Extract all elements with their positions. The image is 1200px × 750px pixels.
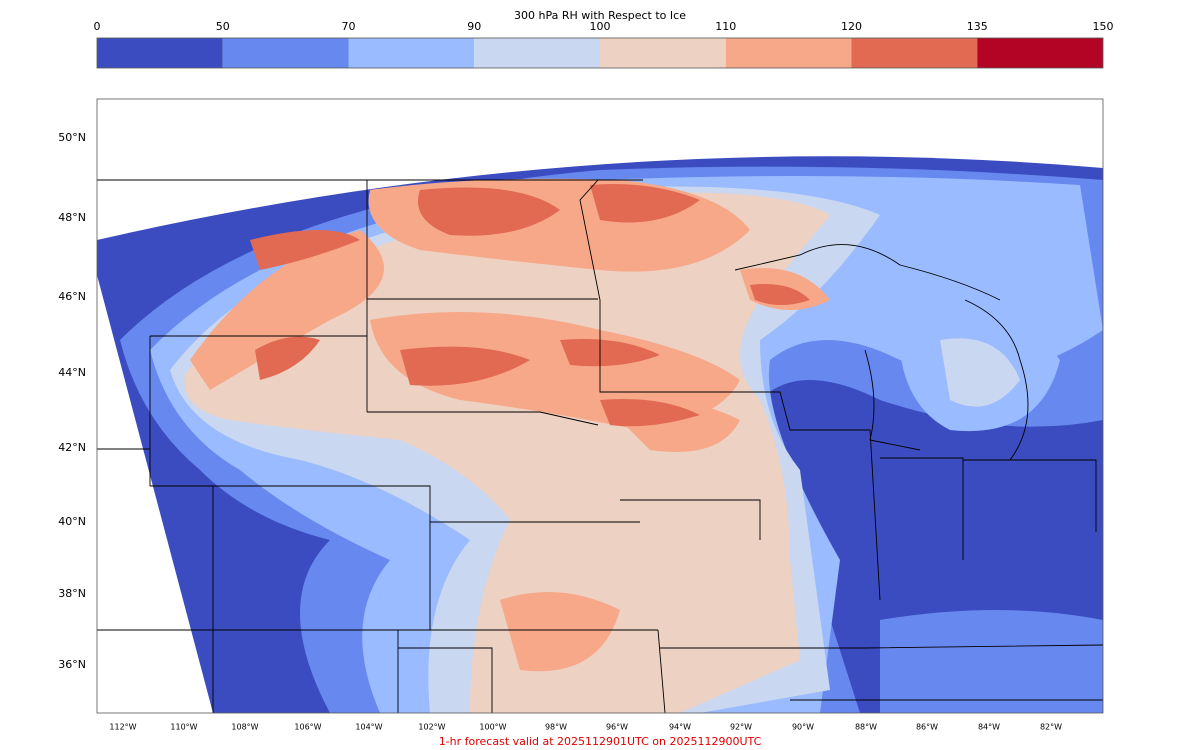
lon-label: 94°W (669, 723, 691, 732)
lat-label: 50°N (58, 131, 86, 144)
rh-field (97, 156, 1103, 713)
colorbar-tick-label: 135 (967, 20, 988, 33)
lon-label: 102°W (418, 723, 445, 732)
colorbar-segment (851, 38, 978, 68)
lat-label: 38°N (58, 587, 86, 600)
colorbar-tick-label: 50 (216, 20, 230, 33)
axis-labels: 50°N 48°N 46°N 44°N 42°N 40°N 38°N 36°N 112°W 110… (58, 131, 1062, 732)
lon-label: 98°W (545, 723, 567, 732)
lon-label: 86°W (916, 723, 938, 732)
colorbar-tick-label: 110 (715, 20, 736, 33)
lat-label: 44°N (58, 366, 86, 379)
colorbar-segment (977, 38, 1103, 68)
lon-label: 92°W (730, 723, 752, 732)
borders (97, 179, 1103, 713)
colorbar-segment (222, 38, 349, 68)
lon-label: 84°W (978, 723, 1000, 732)
colorbar-tick-label: 120 (841, 20, 862, 33)
lon-label: 82°W (1040, 723, 1062, 732)
map-frame (96, 98, 1104, 714)
lon-label: 106°W (294, 723, 321, 732)
lon-label: 110°W (170, 723, 197, 732)
colorbar-title: 300 hPa RH with Respect to Ice (514, 9, 686, 22)
colorbar: 0 50 70 90 100 110 120 135 150 (94, 20, 1114, 69)
colorbar-tick-label: 90 (467, 20, 481, 33)
lat-label: 48°N (58, 211, 86, 224)
lon-label: 96°W (606, 723, 628, 732)
colorbar-tick-label: 70 (342, 20, 356, 33)
colorbar-segment (97, 38, 223, 68)
lat-label: 46°N (58, 290, 86, 303)
lon-label: 104°W (355, 723, 382, 732)
colorbar-segment (725, 38, 852, 68)
lat-label: 36°N (58, 658, 86, 671)
colorbar-segment (348, 38, 475, 68)
lat-label: 42°N (58, 441, 86, 454)
colorbar-tick-label: 0 (94, 20, 101, 33)
colorbar-segment (474, 38, 600, 68)
colorbar-frame (96, 37, 1104, 69)
lon-label: 100°W (479, 723, 506, 732)
lon-label: 90°W (792, 723, 814, 732)
lon-label: 112°W (109, 723, 136, 732)
lon-label: 108°W (231, 723, 258, 732)
lon-label: 88°W (855, 723, 877, 732)
colorbar-segment (600, 38, 726, 68)
colorbar-tick-label: 100 (590, 20, 611, 33)
footer: 1-hr forecast valid at 2025112901UTC on … (439, 735, 762, 748)
lat-label: 40°N (58, 515, 86, 528)
colorbar-tick-label: 150 (1093, 20, 1114, 33)
